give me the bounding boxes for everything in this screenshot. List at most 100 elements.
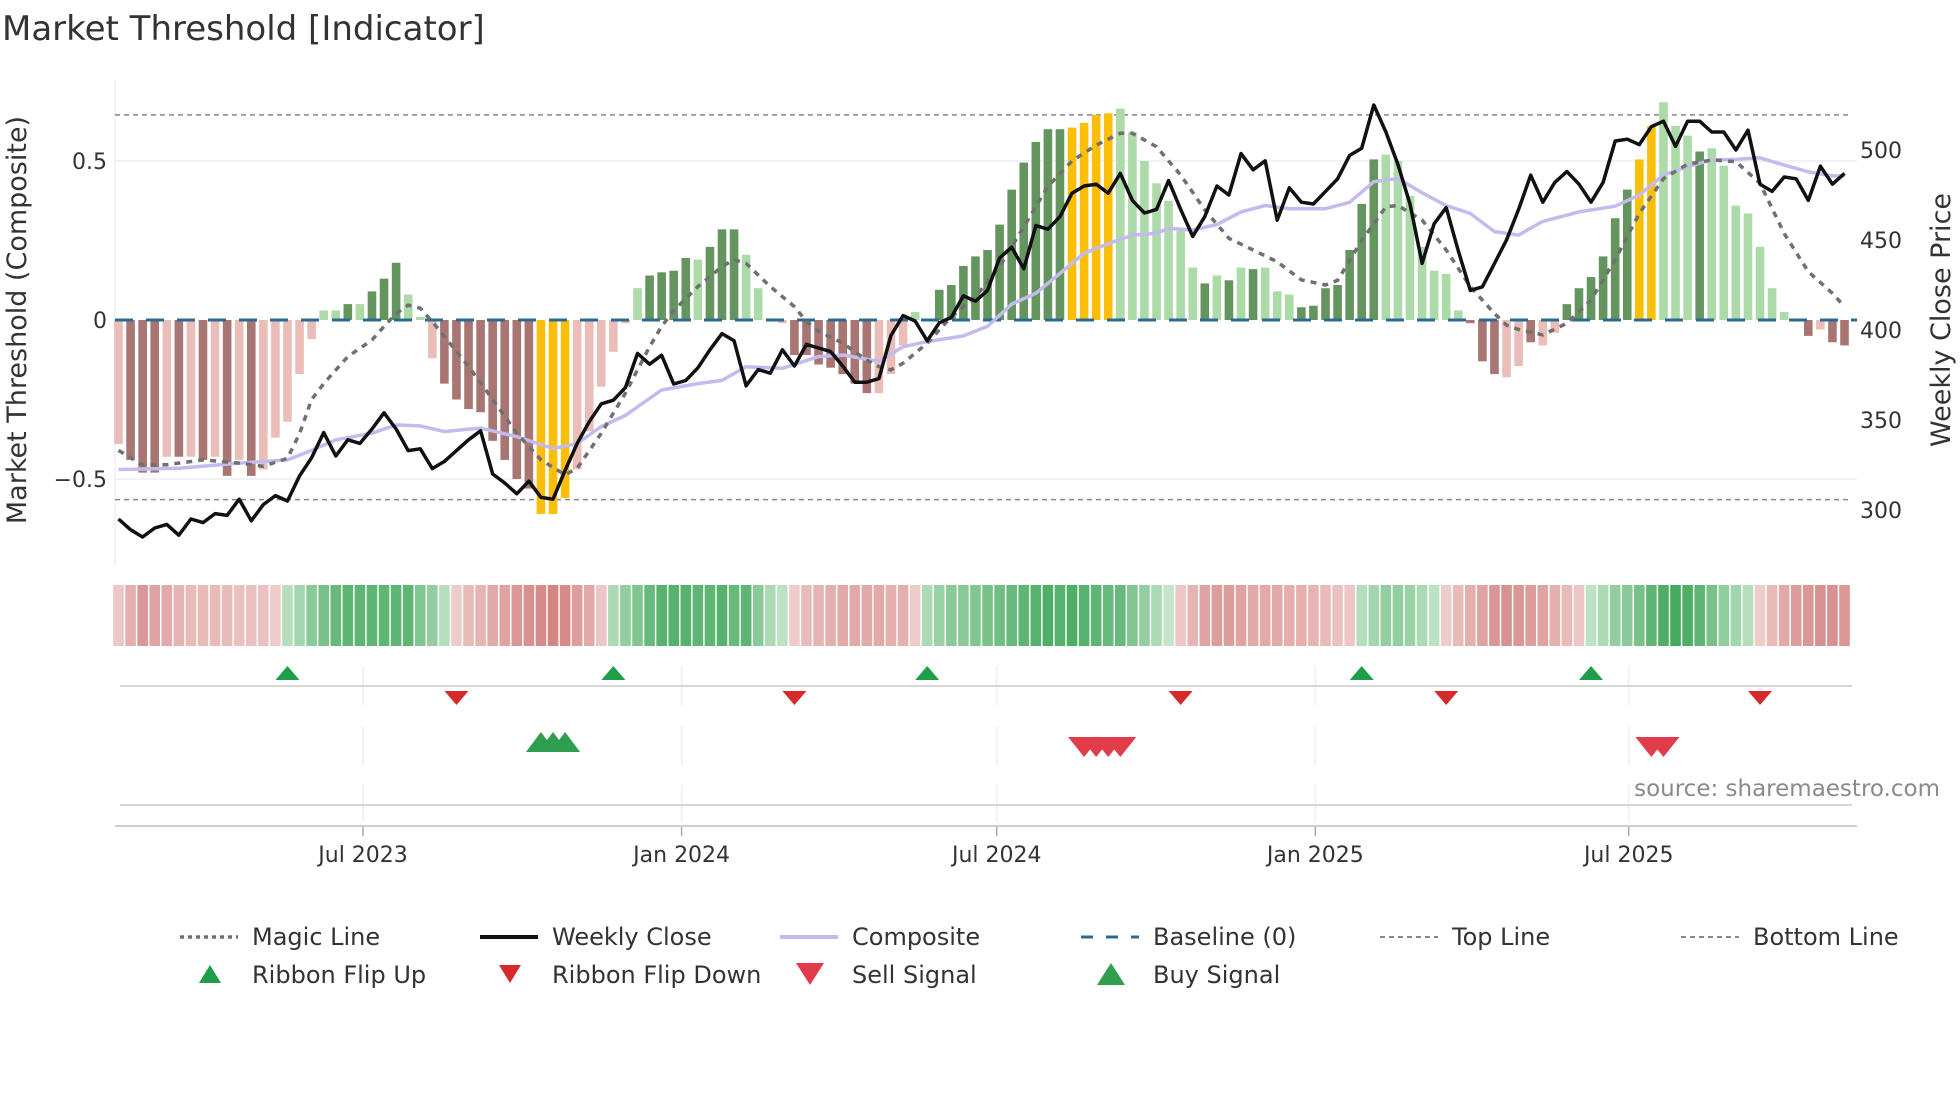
ribbon-cell bbox=[849, 585, 861, 646]
ribbon-cell bbox=[1778, 585, 1790, 646]
ribbon-cell bbox=[1247, 585, 1259, 646]
composite-bar bbox=[1260, 267, 1270, 320]
ribbon-cell bbox=[716, 585, 728, 646]
composite-bar bbox=[1176, 230, 1185, 320]
composite-bar bbox=[1635, 159, 1644, 320]
composite-bar bbox=[645, 275, 654, 320]
composite-bar bbox=[1116, 108, 1125, 320]
ribbon-cell bbox=[1235, 585, 1247, 646]
ribbon-cell bbox=[933, 585, 945, 646]
ribbon-flip-up-marker bbox=[601, 666, 626, 680]
ribbon-cell bbox=[306, 585, 317, 646]
signal-markers bbox=[275, 666, 1773, 757]
composite-bar bbox=[524, 320, 534, 489]
ribbon-cell bbox=[221, 585, 233, 646]
buy-signal-marker bbox=[550, 732, 581, 752]
ribbon-cell bbox=[1392, 585, 1404, 646]
sell-signal-marker bbox=[1647, 737, 1680, 757]
composite-bar bbox=[1453, 310, 1463, 320]
ribbon-cell bbox=[1090, 585, 1102, 646]
composite-bar bbox=[790, 320, 799, 355]
ribbon-flip-down-marker bbox=[1434, 691, 1459, 705]
composite-bar bbox=[995, 224, 1004, 320]
ribbon-cell bbox=[197, 585, 209, 646]
ribbon-cell bbox=[837, 585, 848, 646]
composite-bar bbox=[681, 257, 691, 320]
composite-bar bbox=[910, 312, 920, 320]
composite-bar bbox=[802, 320, 811, 355]
ribbon-cell bbox=[1561, 585, 1573, 646]
ribbon-cell bbox=[1585, 585, 1597, 646]
composite-bar bbox=[1055, 129, 1065, 320]
composite-bar bbox=[1007, 189, 1016, 320]
ribbon-cell bbox=[1573, 585, 1585, 646]
composite-bar bbox=[1828, 320, 1837, 343]
ribbon-cell bbox=[1537, 585, 1549, 646]
legend-item-composite: Composite bbox=[780, 923, 980, 951]
ribbon-cell bbox=[1344, 585, 1355, 646]
ribbon-cell bbox=[1609, 585, 1621, 646]
ribbon-flip-up-marker bbox=[915, 666, 940, 680]
ribbon-cell bbox=[1199, 585, 1211, 646]
ribbon-cell bbox=[692, 585, 704, 646]
composite-bar bbox=[1079, 122, 1089, 320]
ribbon-cell bbox=[559, 585, 571, 646]
legend: Magic Line Weekly Close Composite Baseline … bbox=[180, 923, 1899, 989]
composite-bar bbox=[1610, 218, 1620, 320]
composite-bar bbox=[1466, 320, 1475, 324]
composite-bar bbox=[379, 278, 389, 320]
ribbon-cell bbox=[209, 585, 221, 646]
ribbon-cell bbox=[1525, 585, 1536, 646]
ribbon-cell bbox=[185, 585, 197, 646]
ribbon-flip-up-marker bbox=[275, 666, 300, 680]
magic-line bbox=[117, 131, 1846, 477]
composite-bar bbox=[1140, 161, 1149, 320]
ribbon-cell bbox=[1754, 585, 1766, 646]
composite-bar bbox=[1538, 320, 1548, 346]
composite-bar bbox=[1043, 129, 1053, 320]
ribbon-cell bbox=[1839, 585, 1850, 646]
ribbon-cell bbox=[258, 585, 269, 646]
composite-bar bbox=[440, 320, 449, 384]
ribbon-cell bbox=[958, 585, 969, 646]
composite-bar bbox=[210, 320, 220, 457]
ribbon-cell bbox=[1042, 585, 1054, 646]
composite-bar bbox=[609, 320, 618, 352]
composite-bar bbox=[138, 320, 147, 473]
source-label: source: sharemaestro.com bbox=[1634, 776, 1940, 802]
composite-bar bbox=[452, 320, 461, 400]
composite-bar bbox=[428, 320, 437, 359]
composite-bar bbox=[1550, 320, 1560, 333]
ribbon-cell bbox=[1283, 585, 1295, 646]
legend-item-sell: Sell Signal bbox=[796, 961, 977, 989]
composite-bar bbox=[1188, 267, 1198, 320]
composite-bar bbox=[1091, 114, 1101, 320]
ribbon-cell bbox=[583, 585, 595, 646]
ribbon-band bbox=[113, 585, 1850, 646]
ribbon-cell bbox=[294, 585, 305, 646]
composite-bar bbox=[778, 320, 787, 324]
ribbon-cell bbox=[1440, 585, 1452, 646]
x-axis: Jul 2023 Jan 2024 Jul 2024 Jan 2025 Jul 2025 bbox=[115, 666, 1857, 868]
composite-bar bbox=[1695, 151, 1704, 320]
composite-bar bbox=[548, 320, 558, 514]
composite-bar bbox=[1272, 291, 1282, 320]
composite-bar bbox=[572, 320, 582, 470]
composite-bar bbox=[319, 310, 328, 320]
y-axis-left-label: Market Threshold (Composite) bbox=[2, 116, 33, 524]
ribbon-cell bbox=[1308, 585, 1319, 646]
x-tick-label: Jan 2025 bbox=[1265, 843, 1364, 868]
ribbon-cell bbox=[1790, 585, 1802, 646]
legend-item-magic: Magic Line bbox=[180, 923, 380, 951]
ribbon-cell bbox=[1139, 585, 1150, 646]
ribbon-cell bbox=[825, 585, 836, 646]
ribbon-cell bbox=[1416, 585, 1428, 646]
composite-line bbox=[118, 156, 1845, 472]
composite-bar bbox=[1357, 203, 1367, 320]
ribbon-cell bbox=[1489, 585, 1500, 646]
y-tick-right-label: 500 bbox=[1860, 139, 1902, 164]
composite-bar bbox=[1586, 277, 1596, 320]
legend-label: Buy Signal bbox=[1153, 961, 1280, 989]
composite-bar bbox=[621, 320, 630, 324]
ribbon-cell bbox=[1127, 585, 1138, 646]
